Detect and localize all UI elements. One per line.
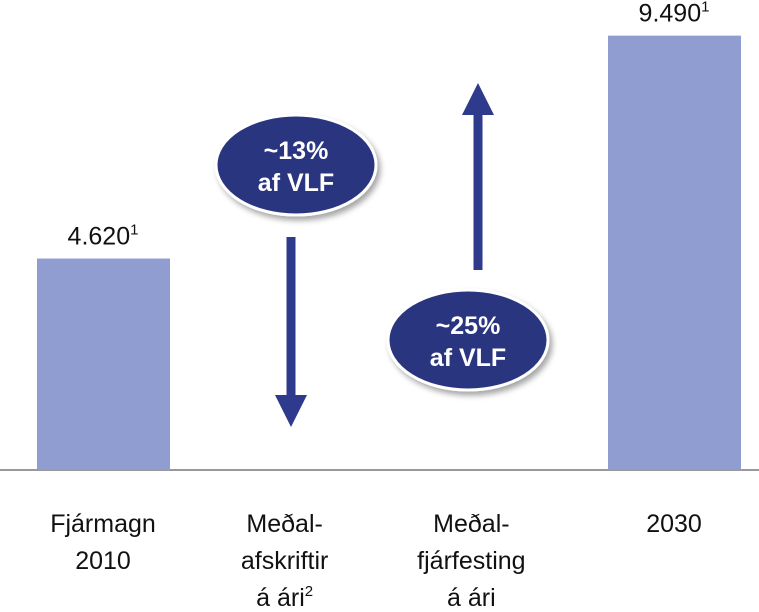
x-tick-label-text: á ári — [447, 584, 496, 612]
bubble — [214, 113, 378, 217]
value-label-text: 9.490 — [639, 0, 702, 28]
value-label: 9.4901 — [639, 0, 710, 28]
x-tick-label: á ári2 — [256, 583, 313, 612]
x-tick-label: 2010 — [75, 547, 131, 575]
footnote-mark: 2 — [305, 583, 313, 600]
bar — [37, 258, 170, 470]
footnote-mark: 1 — [130, 222, 138, 239]
annotation: af VLF — [258, 169, 334, 197]
x-tick-label-text: 2010 — [75, 547, 131, 575]
x-tick-label-text: 2030 — [646, 510, 702, 538]
value-label: 4.6201 — [68, 222, 139, 251]
x-tick-label: fjárfesting — [417, 547, 525, 575]
x-tick-label: Fjármagn — [50, 510, 156, 538]
x-tick-label: afskriftir — [241, 547, 329, 575]
bar — [608, 35, 741, 471]
x-tick-label-text: afskriftir — [241, 547, 329, 575]
x-tick-label-text: Meðal- — [246, 510, 322, 538]
x-tick-label: 2030 — [646, 510, 702, 538]
annotation: ~25% — [436, 312, 501, 340]
bubble — [386, 288, 550, 392]
x-tick-label: Meðal- — [246, 510, 322, 538]
x-tick-label-text: fjárfesting — [417, 547, 525, 575]
annotation: af VLF — [430, 344, 506, 372]
down-arrow — [275, 237, 307, 427]
annotation: ~13% — [264, 137, 329, 165]
footnote-mark: 1 — [701, 0, 709, 16]
x-tick-label-text: Fjármagn — [50, 510, 156, 538]
x-tick-label-text: á ári — [256, 584, 305, 612]
x-tick-label: á ári — [447, 584, 496, 612]
x-tick-label-text: Meðal- — [433, 510, 509, 538]
up-arrow — [462, 83, 494, 270]
x-tick-label: Meðal- — [433, 510, 509, 538]
value-label-text: 4.620 — [68, 223, 131, 251]
